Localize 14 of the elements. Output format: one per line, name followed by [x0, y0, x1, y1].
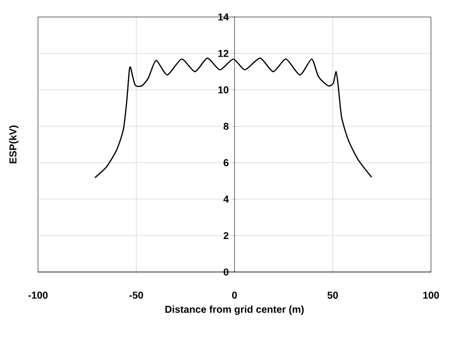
y-tick-label: 2 — [224, 232, 228, 240]
y-axis-title: ESP(kV) — [9, 126, 18, 164]
y-tick-label: 14 — [218, 14, 229, 20]
y-tick-label: 12 — [218, 50, 228, 57]
x-tick-label: 100 — [423, 292, 439, 299]
y-tick-label: 6 — [224, 159, 228, 166]
x-tick-label: -100 — [28, 292, 48, 299]
x-tick-label: 0 — [232, 292, 237, 299]
y-tick-label: 4 — [223, 196, 229, 203]
x-tick-label: 50 — [328, 292, 338, 299]
y-tick-label: 8 — [224, 122, 229, 130]
x-axis-title: Distance from grid center (m) — [165, 306, 304, 315]
y-tick-label: 10 — [218, 86, 228, 94]
x-tick-label: -50 — [129, 292, 144, 299]
